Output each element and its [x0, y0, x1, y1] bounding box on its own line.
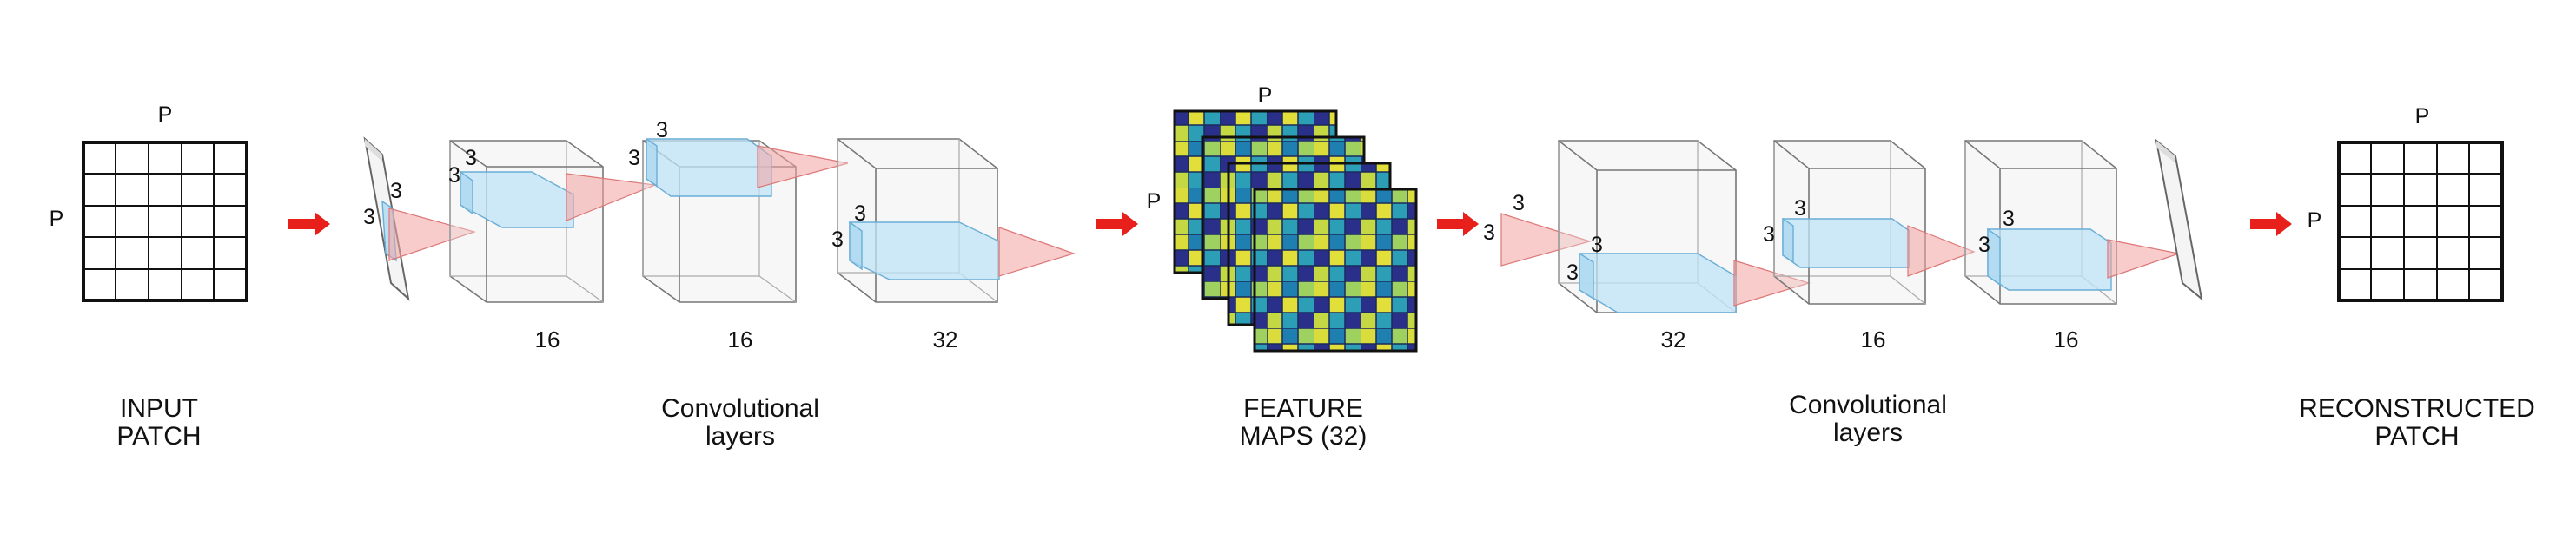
decoder-cube-1 [1558, 140, 1737, 313]
input-top-label: P [158, 102, 173, 127]
arrow-1 [288, 212, 330, 236]
output-top-label: P [2415, 104, 2430, 129]
encoder-depth-1: 16 [535, 326, 560, 353]
feature-caption-line1: FEATURE [1243, 394, 1363, 423]
output-caption-line1: RECONSTRUCTED [2299, 394, 2535, 423]
output-grid [2337, 141, 2504, 302]
arrow-4 [2250, 212, 2292, 236]
decoder-cone-3 [1907, 225, 1976, 277]
input-caption-line1: INPUT [120, 394, 198, 423]
decoder-layers: 3 3 3 3 32 3 3 16 [1483, 138, 2203, 447]
encoder-k2: 3 [390, 179, 402, 203]
decoder-k8: 3 [1978, 233, 1990, 257]
decoder-k3: 3 [1591, 233, 1603, 257]
decoder-k7: 3 [2003, 207, 2015, 231]
input-side-label: P [50, 207, 64, 231]
encoder-depth-3: 32 [933, 326, 958, 353]
decoder-cube-2 [1773, 140, 1926, 305]
decoder-output-plane [2155, 138, 2203, 301]
decoder-depth-2: 16 [1861, 326, 1886, 353]
decoder-k4: 3 [1566, 260, 1579, 285]
encoder-k4: 3 [448, 163, 460, 188]
decoder-cube-3 [1964, 140, 2117, 305]
encoder-cone-2 [566, 173, 658, 221]
decoder-depth-1: 32 [1661, 326, 1686, 353]
decoder-cone-1 [1500, 213, 1593, 267]
input-grid [82, 141, 248, 302]
input-caption-line2: PATCH [116, 422, 201, 451]
decoder-k2: 3 [1483, 221, 1495, 245]
feature-caption-line2: MAPS (32) [1240, 422, 1367, 451]
feature-map-4 [1253, 188, 1418, 353]
feature-top-label: P [1258, 83, 1273, 108]
encoder-cube-1 [449, 140, 604, 303]
decoder-cone-4 [2107, 239, 2182, 279]
encoder-k1: 3 [363, 205, 375, 229]
encoder-caption-line2: layers [705, 422, 775, 451]
encoder-cone-1 [388, 208, 477, 261]
decoder-depth-3: 16 [2054, 326, 2079, 353]
output-side-label: P [2308, 208, 2322, 233]
feature-maps: P P FEATURE MAPS (32) [1147, 83, 1418, 451]
encoder-cone-4 [998, 227, 1076, 277]
encoder-depth-2: 16 [728, 326, 753, 353]
encoder-k6: 3 [628, 146, 640, 170]
encoder-cone-3 [757, 145, 849, 188]
output-patch: P P RECONSTRUCTED PATCH [2299, 104, 2535, 451]
encoder-cube-3 [837, 138, 1000, 303]
encoder-caption-line1: Convolutional [661, 394, 819, 423]
decoder-k1: 3 [1513, 191, 1525, 215]
decoder-cone-2 [1733, 260, 1811, 307]
encoder-k5: 3 [656, 118, 668, 142]
arrow-3 [1437, 212, 1479, 236]
decoder-k5: 3 [1794, 196, 1806, 221]
feature-side-label: P [1147, 189, 1162, 214]
decoder-k6: 3 [1763, 222, 1775, 247]
encoder-layers: 3 3 3 3 16 3 3 16 [363, 118, 1076, 451]
decoder-caption-line2: layers [1833, 419, 1903, 447]
arrow-2 [1096, 212, 1138, 236]
encoder-k8: 3 [831, 227, 844, 252]
encoder-k3: 3 [465, 146, 477, 170]
encoder-k7: 3 [854, 201, 866, 226]
input-patch: P P INPUT PATCH [50, 102, 248, 451]
output-caption-line2: PATCH [2374, 422, 2459, 451]
decoder-caption-line1: Convolutional [1789, 391, 1947, 419]
